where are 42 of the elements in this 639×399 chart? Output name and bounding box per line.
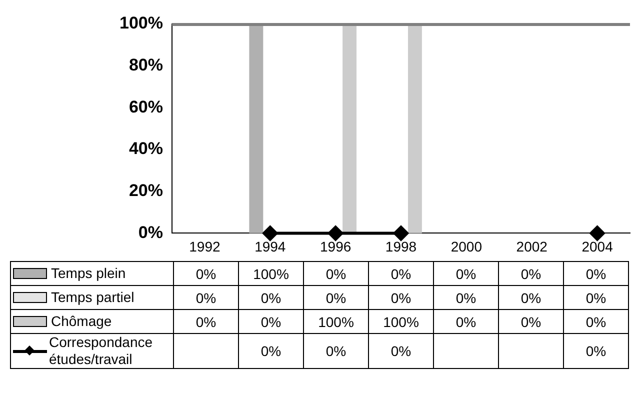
data-label: 0% xyxy=(564,286,628,310)
data-label: 0% xyxy=(304,334,368,368)
x-tick-label: 1994 xyxy=(254,238,286,254)
data-label: 0% xyxy=(174,286,238,310)
data-label: 0% xyxy=(434,286,498,310)
y-tick-label: 80% xyxy=(128,56,163,75)
data-label: 0% xyxy=(368,262,434,286)
y-tick-label: 100% xyxy=(120,14,163,33)
data-label: 0% xyxy=(498,310,564,334)
data-label: 0% xyxy=(434,262,498,286)
x-tick-label: 1998 xyxy=(385,238,417,254)
data-label: 0% xyxy=(238,334,304,368)
data-label: 0% xyxy=(304,286,368,310)
data-label: 0% xyxy=(498,286,564,310)
y-tick-label: 20% xyxy=(128,181,163,200)
data-label: 0% xyxy=(368,286,434,310)
legend-label: Correspondance études/travail xyxy=(49,334,154,368)
legend-label: Chômage xyxy=(51,313,113,330)
x-tick-label: 1992 xyxy=(189,238,220,254)
y-tick-label: 40% xyxy=(128,139,163,158)
x-tick-label: 1996 xyxy=(320,238,352,254)
data-label: 0% xyxy=(498,262,564,286)
data-label: 0% xyxy=(304,262,368,286)
data-label: 0% xyxy=(564,262,628,286)
x-tick-label: 2000 xyxy=(450,238,482,254)
data-label: 0% xyxy=(238,286,304,310)
legend-label: Temps partiel xyxy=(51,289,136,306)
legend-label: Temps plein xyxy=(51,265,127,282)
data-label: 0% xyxy=(238,310,304,334)
data-label: 0% xyxy=(368,334,434,368)
data-label: 0% xyxy=(564,334,628,368)
data-label: 0% xyxy=(174,262,238,286)
data-label: 0% xyxy=(564,310,628,334)
y-tick-label: 0% xyxy=(138,222,163,242)
data-label: 100% xyxy=(304,310,368,334)
y-tick-label: 60% xyxy=(128,97,163,116)
data-label: 0% xyxy=(434,310,498,334)
x-tick-label: 2004 xyxy=(582,238,614,254)
data-label: 100% xyxy=(368,310,434,334)
data-label: 100% xyxy=(238,262,304,286)
x-tick-label: 2002 xyxy=(516,238,548,254)
data-label: 0% xyxy=(174,310,238,334)
